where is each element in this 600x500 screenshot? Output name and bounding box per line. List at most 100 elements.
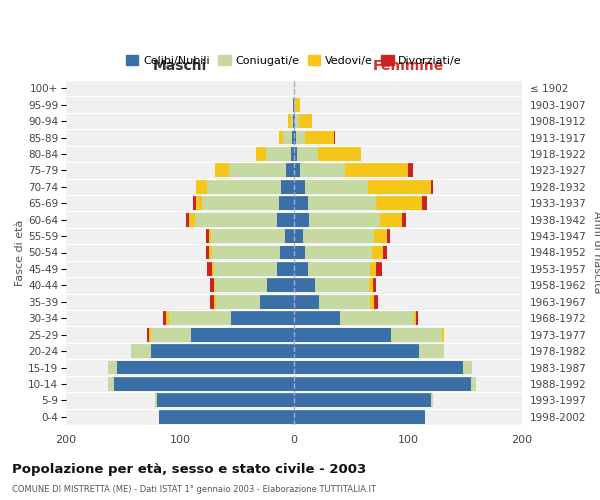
Bar: [308, 196, 376, 210]
Bar: [277, 262, 294, 276]
Bar: [209, 295, 214, 309]
Bar: [196, 196, 202, 210]
Bar: [293, 114, 294, 128]
Bar: [265, 147, 290, 161]
Bar: [374, 229, 388, 243]
Bar: [294, 377, 471, 391]
Bar: [408, 164, 413, 177]
Bar: [281, 180, 294, 194]
Bar: [308, 262, 370, 276]
Bar: [214, 262, 277, 276]
Bar: [371, 246, 383, 260]
Bar: [373, 278, 376, 292]
Bar: [294, 246, 305, 260]
Bar: [376, 262, 382, 276]
Bar: [147, 328, 149, 342]
Bar: [279, 130, 283, 144]
Bar: [314, 278, 369, 292]
Bar: [215, 278, 266, 292]
Bar: [431, 180, 433, 194]
Bar: [131, 344, 151, 358]
Y-axis label: Anni di nascita: Anni di nascita: [592, 211, 600, 294]
Bar: [209, 246, 212, 260]
Bar: [277, 212, 294, 226]
Bar: [114, 377, 294, 391]
Bar: [208, 262, 212, 276]
Bar: [208, 180, 281, 194]
Bar: [108, 360, 117, 374]
Bar: [155, 394, 157, 407]
Bar: [471, 377, 476, 391]
Bar: [256, 147, 265, 161]
Bar: [294, 229, 303, 243]
Bar: [290, 147, 294, 161]
Bar: [209, 229, 211, 243]
Bar: [202, 196, 279, 210]
Bar: [229, 164, 286, 177]
Bar: [232, 311, 294, 325]
Bar: [295, 98, 300, 112]
Bar: [214, 295, 217, 309]
Bar: [160, 410, 294, 424]
Bar: [206, 246, 209, 260]
Bar: [391, 328, 442, 342]
Bar: [285, 229, 294, 243]
Bar: [294, 196, 308, 210]
Text: Femmine: Femmine: [373, 60, 443, 74]
Bar: [149, 328, 151, 342]
Bar: [422, 196, 427, 210]
Bar: [294, 114, 295, 128]
Bar: [163, 311, 166, 325]
Bar: [151, 344, 294, 358]
Bar: [340, 311, 414, 325]
Bar: [280, 246, 294, 260]
Bar: [294, 130, 296, 144]
Text: Popolazione per età, sesso e stato civile - 2003: Popolazione per età, sesso e stato civil…: [12, 462, 366, 475]
Y-axis label: Fasce di età: Fasce di età: [16, 220, 25, 286]
Bar: [370, 295, 374, 309]
Bar: [294, 98, 295, 112]
Bar: [294, 295, 319, 309]
Bar: [189, 212, 195, 226]
Bar: [380, 212, 403, 226]
Bar: [294, 180, 305, 194]
Bar: [117, 360, 294, 374]
Bar: [290, 114, 293, 128]
Text: Maschi: Maschi: [153, 60, 207, 74]
Bar: [212, 246, 280, 260]
Bar: [296, 130, 305, 144]
Bar: [294, 328, 391, 342]
Bar: [294, 410, 425, 424]
Bar: [368, 180, 431, 194]
Bar: [419, 344, 445, 358]
Bar: [414, 311, 416, 325]
Bar: [294, 344, 419, 358]
Bar: [186, 212, 189, 226]
Bar: [294, 81, 295, 95]
Bar: [157, 394, 294, 407]
Bar: [195, 212, 277, 226]
Bar: [370, 262, 376, 276]
Bar: [289, 114, 290, 128]
Bar: [376, 196, 422, 210]
Bar: [191, 328, 294, 342]
Bar: [388, 229, 390, 243]
Bar: [299, 114, 312, 128]
Bar: [383, 246, 388, 260]
Bar: [374, 295, 379, 309]
Bar: [294, 147, 298, 161]
Bar: [369, 278, 373, 292]
Bar: [151, 328, 191, 342]
Bar: [334, 130, 335, 144]
Bar: [319, 295, 370, 309]
Bar: [295, 114, 299, 128]
Bar: [214, 278, 215, 292]
Bar: [206, 229, 209, 243]
Bar: [309, 212, 380, 226]
Bar: [294, 278, 314, 292]
Bar: [294, 360, 463, 374]
Bar: [193, 196, 196, 210]
Bar: [283, 130, 292, 144]
Bar: [166, 311, 169, 325]
Bar: [298, 147, 318, 161]
